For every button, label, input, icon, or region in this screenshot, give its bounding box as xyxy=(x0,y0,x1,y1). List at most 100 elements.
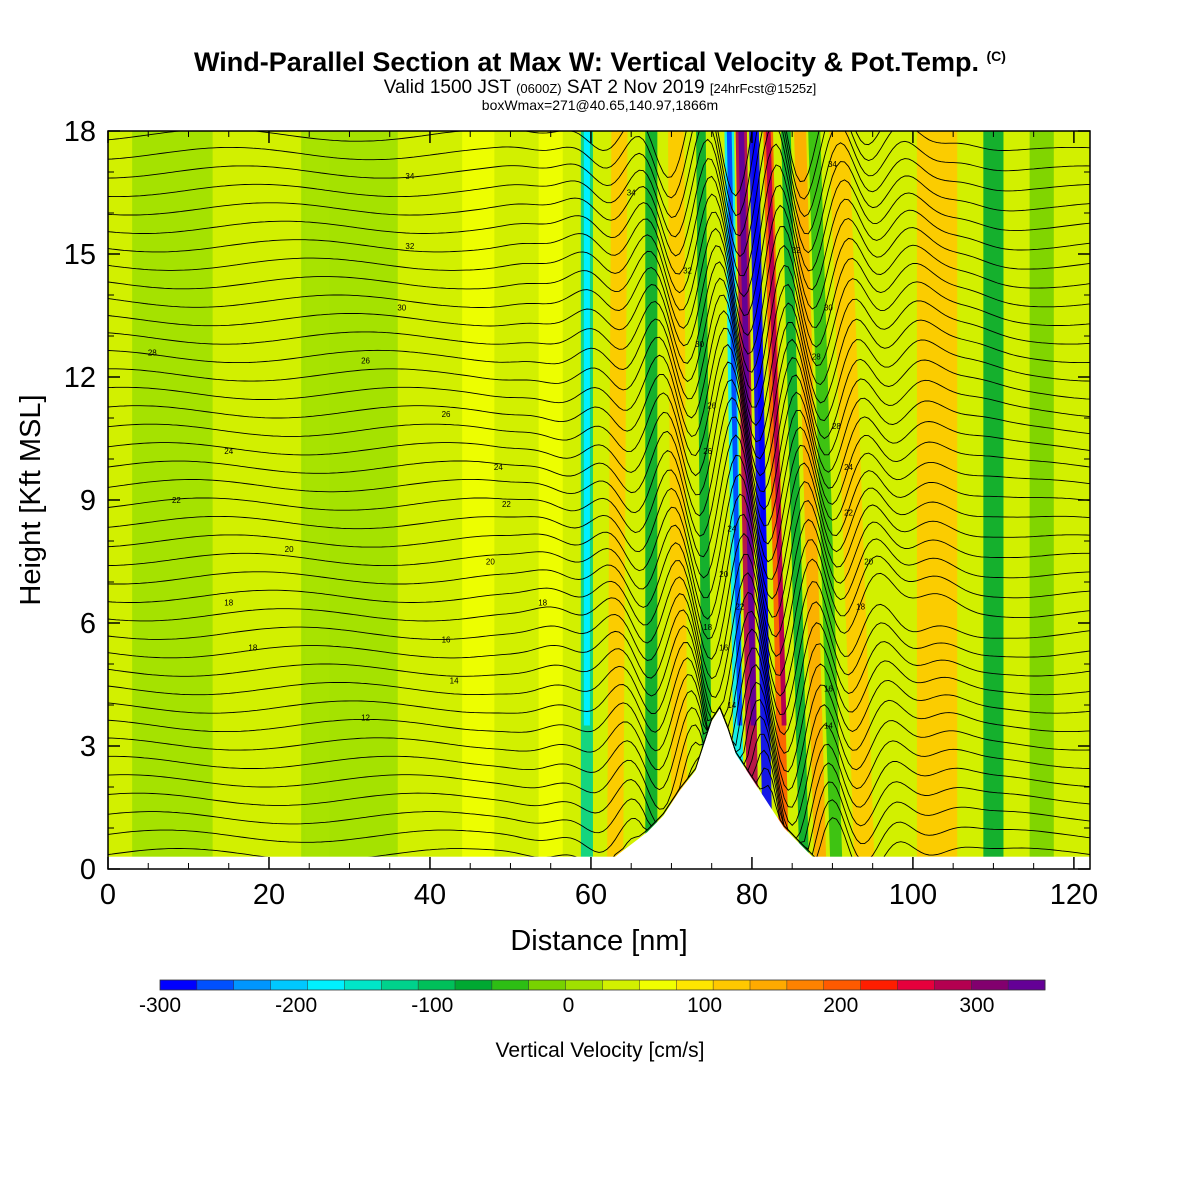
valid-forecast: [24hrFcst@1525z] xyxy=(709,81,817,96)
colorbar-swatch xyxy=(860,980,898,990)
theta-label: 26 xyxy=(703,447,712,456)
chart-title: Wind-Parallel Section at Max W: Vertical… xyxy=(0,40,1200,78)
theta-contour xyxy=(108,681,1090,808)
colorbar-swatch xyxy=(418,980,456,990)
theta-contour xyxy=(108,131,881,197)
theta-label: 26 xyxy=(707,402,716,411)
velocity-band-core xyxy=(751,131,771,726)
theta-contour xyxy=(108,572,1090,698)
theta-label: 16 xyxy=(824,685,833,694)
y-tick-label: 12 xyxy=(64,362,96,394)
theta-label: 30 xyxy=(397,303,406,312)
theta-label: 18 xyxy=(224,599,233,608)
theta-contour xyxy=(108,473,1090,600)
terrain-base xyxy=(108,856,1090,869)
colorbar-swatch xyxy=(233,980,272,990)
colorbar-swatch xyxy=(934,980,972,990)
colorbar-swatch xyxy=(381,980,419,990)
colorbar-swatch xyxy=(565,980,603,990)
colorbar-tick-label: -200 xyxy=(275,994,317,1017)
colorbar-swatch xyxy=(455,980,493,990)
velocity-band xyxy=(132,131,213,869)
velocity-band xyxy=(808,131,843,869)
theta-label: 18 xyxy=(703,623,712,632)
colorbar-swatch xyxy=(676,980,714,990)
theta-contour xyxy=(108,610,1090,736)
theta-label: 14 xyxy=(824,722,833,731)
theta-contour xyxy=(108,591,1090,716)
colorbar-tick-label: 0 xyxy=(563,994,575,1017)
theta-contour-labels: 34 34 34 32 32 32 30 30 30 28 26 26 26 28 28 24 24 26 24 22… xyxy=(148,160,874,731)
theta-label: 18 xyxy=(538,599,547,608)
valid-utc: (0600Z) xyxy=(516,81,562,96)
theta-label: 22 xyxy=(502,500,511,509)
colorbar-swatch xyxy=(971,980,1009,990)
theta-label: 20 xyxy=(285,545,294,554)
theta-contour xyxy=(108,699,1090,826)
y-tick-label: 6 xyxy=(80,608,96,640)
theta-label: 22 xyxy=(844,508,853,517)
colorbar-swatch xyxy=(823,980,862,990)
y-tick-label: 3 xyxy=(80,731,96,763)
colorbar-swatch xyxy=(750,980,788,990)
velocity-band xyxy=(696,131,713,869)
velocity-band xyxy=(916,131,958,869)
theta-label: 12 xyxy=(361,713,370,722)
terrain xyxy=(108,709,1090,870)
theta-contour xyxy=(108,396,1090,527)
velocity-band xyxy=(462,131,495,869)
colorbar-swatch xyxy=(786,980,825,990)
theta-label: 16 xyxy=(719,644,728,653)
x-tick-label: 120 xyxy=(1050,879,1098,911)
theta-label: 28 xyxy=(812,353,821,362)
theta-contour xyxy=(108,131,1090,237)
colorbar-tick-label: -300 xyxy=(139,994,181,1017)
colorbar-tick-label: 100 xyxy=(687,994,722,1017)
theta-label: 26 xyxy=(361,357,370,366)
valid-prefix: Valid 1500 JST xyxy=(383,77,511,98)
theta-contour xyxy=(108,277,1090,408)
theta-contour xyxy=(108,184,1090,317)
theta-contour xyxy=(108,131,1090,258)
x-tick-label: 0 xyxy=(100,879,116,911)
theta-label: 22 xyxy=(735,603,744,612)
y-tick-label: 15 xyxy=(64,239,96,271)
velocity-band xyxy=(645,131,658,869)
colorbar-swatch xyxy=(270,980,308,990)
theta-label: 22 xyxy=(172,496,181,505)
colorbar-swatch xyxy=(160,980,198,990)
colorbar-label: Vertical Velocity [cm/s] xyxy=(496,1039,705,1062)
colorbar-swatch xyxy=(1008,980,1046,990)
theta-contours xyxy=(108,131,1090,868)
theta-contour xyxy=(108,327,1090,460)
theta-label: 18 xyxy=(856,603,865,612)
theta-contour xyxy=(108,310,1090,443)
theta-contour xyxy=(108,664,1090,791)
theta-contour xyxy=(108,226,1090,355)
velocity-band xyxy=(781,131,810,869)
theta-contour xyxy=(108,706,1090,840)
x-tick-label: 100 xyxy=(889,879,937,911)
colorbar-swatch xyxy=(639,980,677,990)
theta-label: 20 xyxy=(486,558,495,567)
colorbar: -300 -200 -100 0 100 200 300 xyxy=(139,979,1046,1017)
y-axis-label: Height [Kft MSL] xyxy=(15,394,47,605)
theta-label: 24 xyxy=(224,447,233,456)
velocity-band xyxy=(983,131,1004,869)
colorbar-tick-label: 200 xyxy=(823,994,858,1017)
colorbar-swatch xyxy=(344,980,382,990)
theta-label: 24 xyxy=(727,525,736,534)
theta-label: 34 xyxy=(627,189,636,198)
velocity-band xyxy=(794,131,827,869)
theta-contour xyxy=(108,706,1090,850)
title-main: Wind-Parallel Section at Max W: Vertical… xyxy=(194,47,979,77)
x-tick-label: 60 xyxy=(575,879,607,911)
theta-contour xyxy=(108,244,1090,373)
x-axis-label: Distance [nm] xyxy=(510,925,687,957)
theta-contour xyxy=(108,628,1090,754)
theta-contour xyxy=(108,131,1090,217)
theta-contour xyxy=(108,379,1090,511)
theta-contour xyxy=(108,204,1090,336)
theta-label: 18 xyxy=(248,644,257,653)
colorbar-swatch xyxy=(713,980,751,990)
